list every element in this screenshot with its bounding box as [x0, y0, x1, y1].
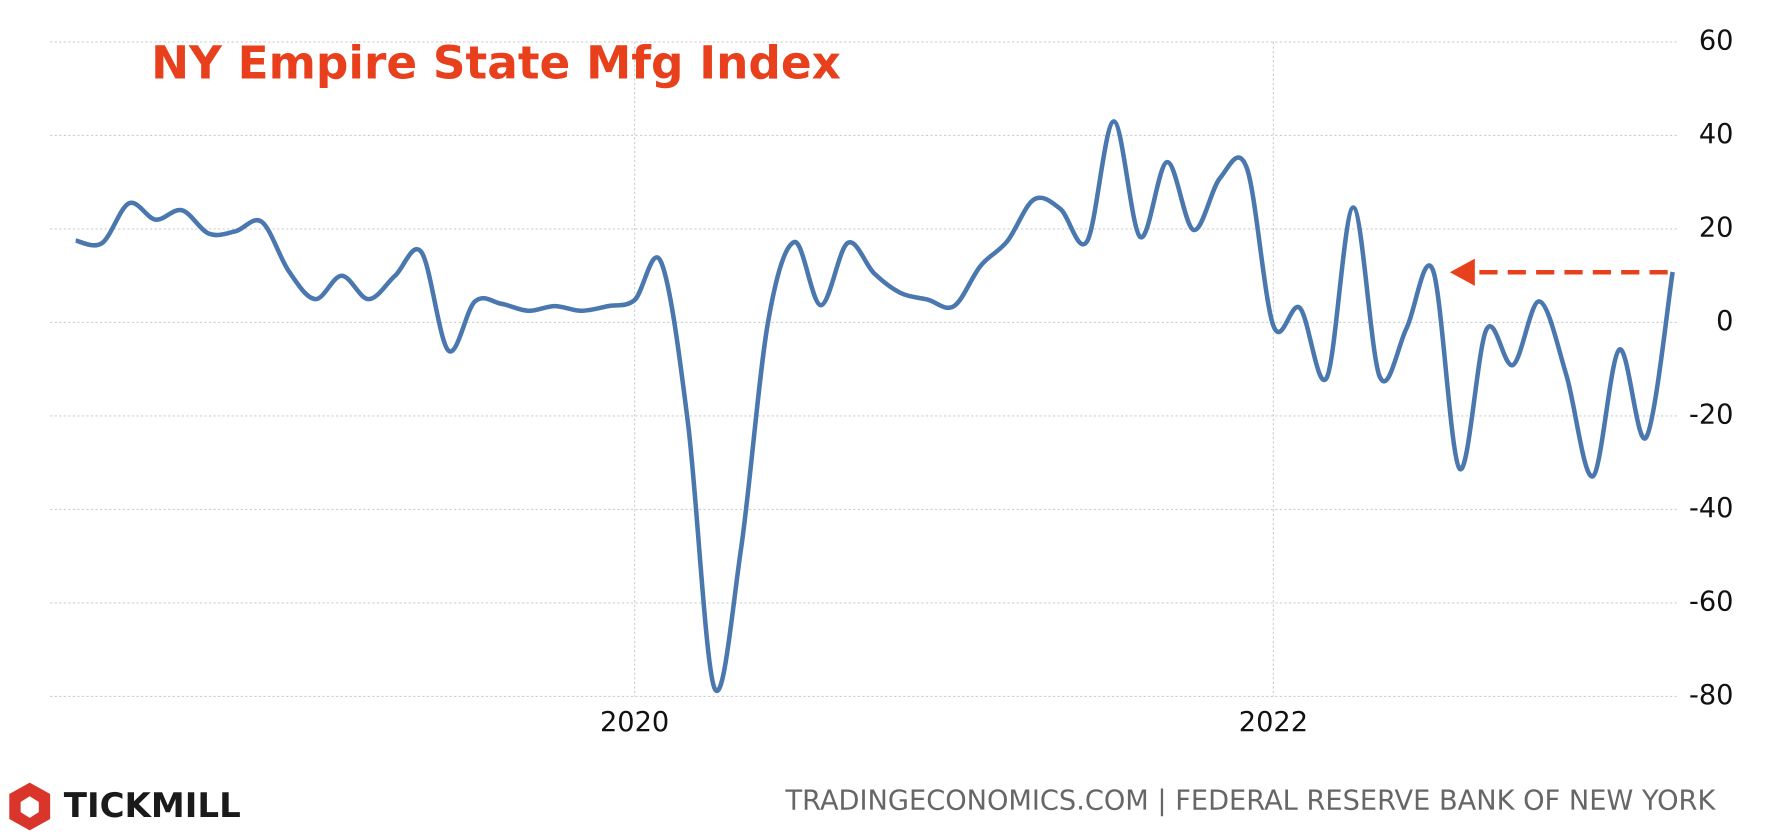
y-tick-label: 20 [1699, 212, 1734, 243]
y-tick-label: -60 [1689, 586, 1733, 617]
source: TRADINGECONOMICS.COM | FEDERAL RESERVE B… [785, 785, 1717, 816]
x-tick-label: 2022 [1239, 707, 1308, 738]
y-tick-label: 40 [1699, 119, 1734, 150]
brand-logo: TICKMILL [9, 782, 241, 831]
plot [75, 119, 1675, 694]
annotation-arrow [1449, 258, 1668, 286]
brand-name: TICKMILL [64, 786, 241, 826]
chart-title: NY Empire State Mfg Index [151, 36, 841, 89]
arrow-head [1449, 258, 1475, 286]
y-tick-label: 60 [1699, 25, 1734, 56]
y-tick-label: -40 [1689, 493, 1733, 524]
line-series [75, 119, 1675, 694]
logo-icon-inner [20, 796, 39, 818]
y-tick-label: 0 [1716, 306, 1733, 337]
y-tick-label: -80 [1689, 680, 1733, 711]
x-tick-label: 2020 [600, 707, 669, 738]
grid [50, 41, 1680, 698]
y-tick-label: -20 [1689, 399, 1733, 430]
